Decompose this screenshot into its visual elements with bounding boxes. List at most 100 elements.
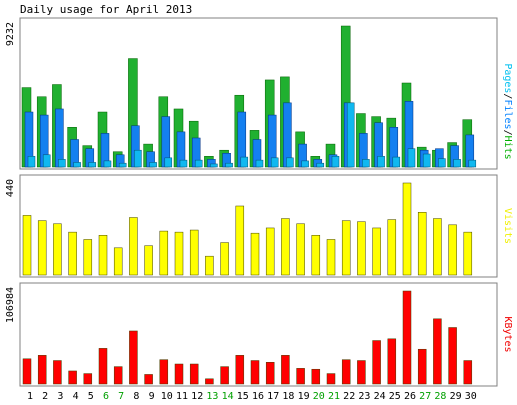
bar-visits <box>220 242 229 276</box>
bar-visits <box>402 182 412 276</box>
bar-visits <box>417 212 427 276</box>
bar-kbytes <box>402 290 412 385</box>
bar-kbytes <box>68 370 77 385</box>
bar-pages <box>210 163 218 168</box>
bar-visits <box>174 231 184 276</box>
y-max-label: 9232 <box>5 22 16 46</box>
x-tick-label: 22 <box>343 391 355 402</box>
chart-panels: 9232Pages/Files/Hits440Visits106984KByte… <box>5 17 513 387</box>
bar-visits <box>311 235 321 276</box>
y-axis-label: Pages/Files/Hits <box>502 63 513 159</box>
bar-kbytes <box>433 318 442 385</box>
x-tick-label: 10 <box>161 391 173 402</box>
bar-pages <box>468 159 477 168</box>
bar-files <box>55 108 64 168</box>
bar-kbytes <box>387 338 397 385</box>
y-axis-label-part: / <box>502 130 513 136</box>
bar-kbytes <box>326 373 336 385</box>
y-axis-label-part: Files <box>502 99 513 129</box>
bar-pages <box>194 159 203 168</box>
x-tick-label: 12 <box>191 391 203 402</box>
bar-kbytes <box>189 363 199 385</box>
bar-kbytes <box>281 355 290 385</box>
bar-pages <box>438 158 446 168</box>
bar-kbytes <box>235 355 245 385</box>
bar-pages <box>73 162 81 168</box>
bar-visits <box>463 231 473 276</box>
x-tick-label: 3 <box>57 391 63 402</box>
bar-visits <box>296 223 305 276</box>
x-tick-label: 29 <box>450 391 462 402</box>
x-tick-label: 19 <box>298 391 310 402</box>
bar-kbytes <box>159 359 169 385</box>
x-tick-label: 27 <box>419 391 431 402</box>
y-axis-label: Visits <box>502 208 513 244</box>
bar-pages <box>179 159 188 168</box>
bar-visits <box>98 235 108 276</box>
bar-pages <box>27 156 36 168</box>
bar-visits <box>387 219 397 276</box>
bar-pages <box>453 159 461 168</box>
bar-pages <box>225 162 233 168</box>
bar-visits <box>144 245 153 276</box>
bar-pages <box>240 156 249 168</box>
x-tick-label: 6 <box>103 391 109 402</box>
x-axis-labels: 1 2 3 4 5 6 7 8 9 10 11 12 13 14 15 16 17 18 19 20 21 22 23 24 2… <box>27 391 477 402</box>
bar-visits <box>37 220 47 276</box>
x-tick-label: 9 <box>149 391 155 402</box>
bar-pages <box>331 156 340 168</box>
bar-kbytes <box>98 348 108 385</box>
x-tick-label: 1 <box>27 391 33 402</box>
bar-kbytes <box>144 374 153 385</box>
bar-files <box>283 102 292 168</box>
x-tick-label: 2 <box>42 391 48 402</box>
y-axis-label-part: Pages <box>502 63 513 93</box>
bar-kbytes <box>265 362 275 385</box>
bar-kbytes <box>250 360 260 385</box>
x-tick-label: 11 <box>176 391 188 402</box>
x-tick-label: 30 <box>465 391 477 402</box>
bar-visits <box>357 221 366 276</box>
x-tick-label: 18 <box>282 391 294 402</box>
bar-kbytes <box>113 366 123 385</box>
x-tick-label: 20 <box>313 391 325 402</box>
bar-pages <box>362 159 370 168</box>
bar-pages <box>346 102 355 168</box>
x-tick-label: 25 <box>389 391 401 402</box>
bar-kbytes <box>463 360 473 385</box>
bar-visits <box>341 220 351 276</box>
bar-pages <box>164 157 173 168</box>
x-tick-label: 13 <box>206 391 218 402</box>
x-tick-label: 15 <box>237 391 249 402</box>
bar-visits <box>68 231 77 276</box>
bar-visits <box>83 239 93 276</box>
bar-kbytes <box>296 368 305 385</box>
x-tick-label: 7 <box>118 391 124 402</box>
bar-pages <box>118 162 127 168</box>
bar-visits <box>372 227 381 276</box>
bar-visits <box>129 217 138 276</box>
y-axis-label-part: Hits <box>502 136 513 160</box>
x-tick-label: 8 <box>133 391 139 402</box>
bar-visits <box>433 218 442 276</box>
bar-pages <box>103 160 112 168</box>
x-tick-label: 17 <box>267 391 279 402</box>
bar-pages <box>422 153 431 168</box>
bar-kbytes <box>205 378 214 385</box>
bar-visits <box>189 229 199 276</box>
chart-panel-2: 440 Visits <box>5 174 513 278</box>
bar-pages <box>316 162 325 168</box>
bar-kbytes <box>37 355 47 385</box>
bar-kbytes <box>311 368 321 385</box>
bar-pages <box>377 156 385 168</box>
bar-visits <box>265 227 275 276</box>
bar-kbytes <box>22 358 32 385</box>
bar-kbytes <box>372 340 381 385</box>
bar-visits <box>281 218 290 276</box>
bar-kbytes <box>53 360 62 385</box>
bar-kbytes <box>174 363 184 385</box>
bar-pages <box>255 159 264 168</box>
x-tick-label: 16 <box>252 391 264 402</box>
